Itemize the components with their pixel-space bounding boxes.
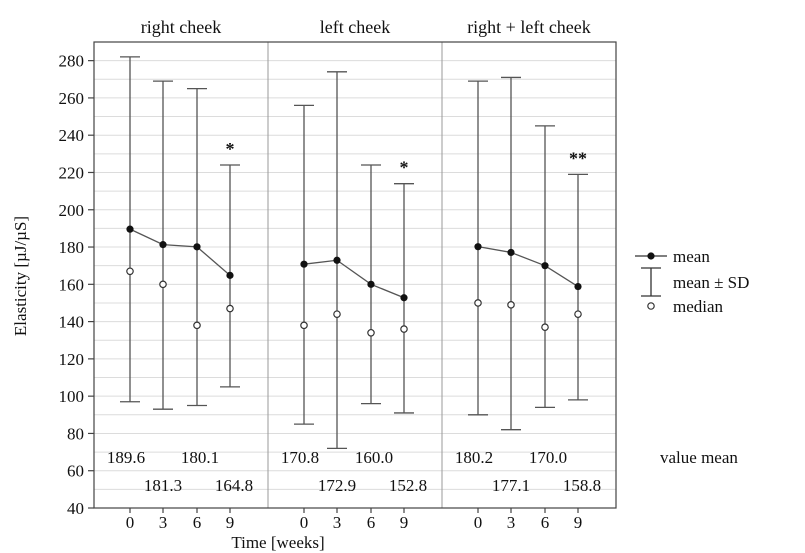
x-tick-label: 3 xyxy=(159,513,168,532)
median-point xyxy=(333,310,341,318)
mean-point xyxy=(193,243,201,251)
mean-point xyxy=(226,271,234,279)
legend-sd-label: mean ± SD xyxy=(673,273,749,292)
y-tick-label: 200 xyxy=(59,201,85,220)
x-tick-label: 0 xyxy=(126,513,135,532)
mean-point xyxy=(474,243,482,251)
x-tick-label: 0 xyxy=(300,513,309,532)
y-tick-label: 260 xyxy=(59,89,85,108)
mean-value-label: 170.0 xyxy=(529,448,567,467)
mean-value-label: 158.8 xyxy=(563,476,601,495)
x-tick-label: 6 xyxy=(193,513,202,532)
mean-value-label: 181.3 xyxy=(144,476,182,495)
significance-marker: * xyxy=(226,139,235,159)
mean-point xyxy=(507,248,515,257)
panel-title: right cheek xyxy=(141,17,221,37)
x-tick-label: 9 xyxy=(226,513,235,532)
y-tick-label: 180 xyxy=(59,238,85,257)
y-tick-label: 280 xyxy=(59,52,85,71)
median-point xyxy=(193,321,201,330)
median-point xyxy=(574,310,582,318)
y-tick-label: 140 xyxy=(59,313,85,332)
mean-value-label: 170.8 xyxy=(281,448,319,467)
axes-layer: 40 60 80 100 120 140 160 180 200 220 240 260 280 xyxy=(59,41,617,518)
median-point xyxy=(226,304,234,313)
panel-1: left cheek 0 3 6 9 * 170.8 172.9 160.0 152.8 xyxy=(281,17,427,532)
x-tick-label: 0 xyxy=(474,513,483,532)
median-point xyxy=(159,280,167,289)
median-point xyxy=(300,321,308,330)
panel-title: right + left cheek xyxy=(467,17,591,37)
value-mean-label: value mean xyxy=(660,448,738,467)
panel-2: right + left cheek 0 3 6 9 ** 180.2 177.1 170.0 1… xyxy=(455,17,601,532)
panel-title: left cheek xyxy=(320,17,390,37)
legend-median-label: median xyxy=(673,297,724,316)
x-tick-label: 6 xyxy=(541,513,550,532)
mean-value-label: 160.0 xyxy=(355,448,393,467)
y-axis-label: Elasticity [µJ/µS] xyxy=(11,216,30,336)
panel-0: right cheek 0 3 6 9 * 189.6 181.3 180.1 164.8 xyxy=(107,17,253,532)
mean-point xyxy=(574,282,582,291)
mean-line xyxy=(129,228,231,276)
mean-value-label: 164.8 xyxy=(215,476,253,495)
x-tick-label: 9 xyxy=(400,513,409,532)
mean-point xyxy=(541,262,549,270)
mean-value-label: 180.1 xyxy=(181,448,219,467)
mean-point xyxy=(333,256,341,264)
mean-line xyxy=(477,246,579,288)
mean-point xyxy=(400,294,408,302)
grid-layer xyxy=(94,60,616,490)
x-tick-label: 3 xyxy=(333,513,342,532)
legend-median-marker xyxy=(647,302,655,310)
median-point xyxy=(400,325,408,333)
mean-point xyxy=(367,280,375,288)
plot-frame xyxy=(93,41,617,509)
mean-point xyxy=(126,225,134,233)
mean-value-label: 152.8 xyxy=(389,476,427,495)
mean-line xyxy=(303,259,405,299)
x-tick-label: 9 xyxy=(574,513,583,532)
y-tick-label: 60 xyxy=(67,462,84,481)
y-tick-label: 240 xyxy=(59,126,85,145)
x-tick-label: 3 xyxy=(507,513,516,532)
median-point xyxy=(474,299,482,307)
y-tick-label: 120 xyxy=(59,350,85,369)
panels-layer: right cheek 0 3 6 9 * 189.6 181.3 180.1 164.8 left… xyxy=(107,17,601,532)
median-point xyxy=(367,328,375,337)
y-tick-label: 100 xyxy=(59,387,85,406)
median-point xyxy=(126,267,134,276)
legend-mean-marker xyxy=(647,252,655,260)
legend-mean-label: mean xyxy=(673,247,710,266)
median-point xyxy=(541,323,549,331)
median-point xyxy=(507,301,515,309)
mean-value-label: 180.2 xyxy=(455,448,493,467)
x-tick-label: 6 xyxy=(367,513,376,532)
mean-value-label: 177.1 xyxy=(492,476,530,495)
mean-value-label: 172.9 xyxy=(318,476,356,495)
legend: mean mean ± SD median value mean xyxy=(635,247,749,467)
significance-marker: ** xyxy=(569,148,587,168)
mean-point xyxy=(159,241,167,249)
y-tick-label: 80 xyxy=(67,424,84,443)
y-tick-label: 220 xyxy=(59,163,85,182)
significance-marker: * xyxy=(400,158,409,178)
y-tick-label: 160 xyxy=(59,275,85,294)
mean-value-label: 189.6 xyxy=(107,448,145,467)
mean-point xyxy=(300,260,308,268)
x-axis-label: Time [weeks] xyxy=(231,533,324,552)
y-tick-label: 40 xyxy=(67,499,84,518)
